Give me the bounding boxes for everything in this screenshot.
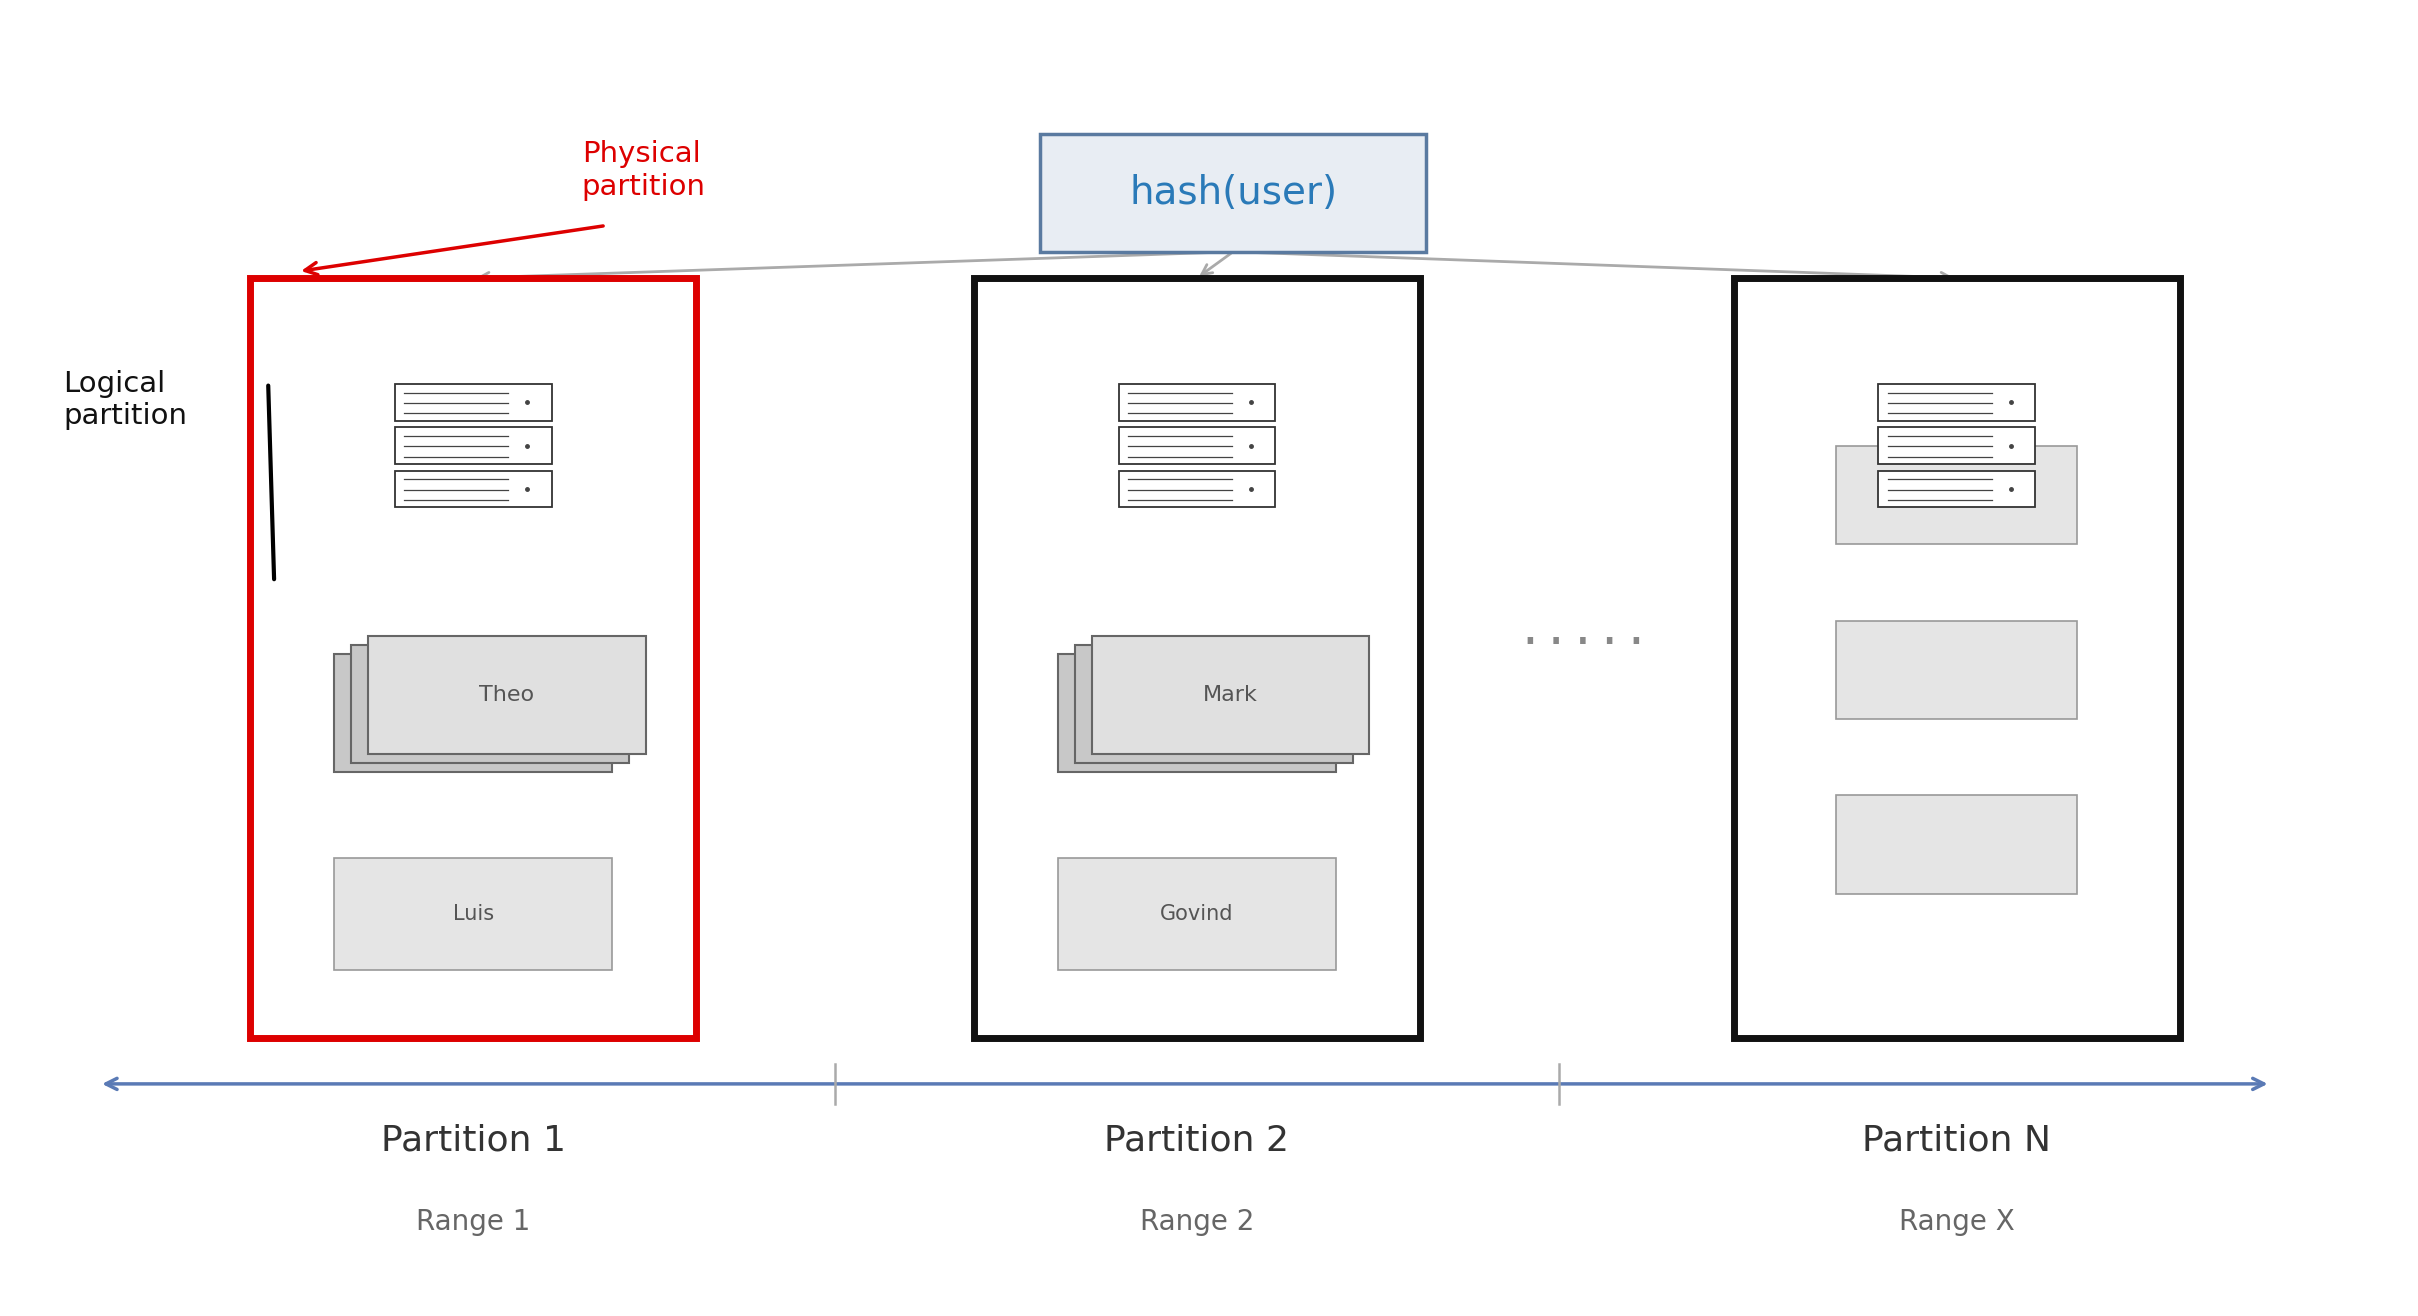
Bar xyxy=(1059,858,1335,970)
Bar xyxy=(1734,278,2181,1038)
Bar xyxy=(394,384,551,421)
Bar xyxy=(1093,636,1369,754)
Bar xyxy=(249,278,696,1038)
Bar xyxy=(334,654,612,772)
Bar xyxy=(1059,654,1335,772)
Text: Luis: Luis xyxy=(452,904,493,924)
Bar xyxy=(1879,428,2036,465)
Bar xyxy=(1076,645,1352,763)
Text: Mark: Mark xyxy=(1204,684,1257,704)
Text: Range 1: Range 1 xyxy=(416,1208,530,1237)
Bar xyxy=(1879,471,2036,507)
Bar xyxy=(1835,621,2077,719)
Text: Partition N: Partition N xyxy=(1862,1124,2050,1157)
Bar xyxy=(1120,471,1274,507)
Bar xyxy=(351,645,629,763)
Bar xyxy=(1120,384,1274,421)
Text: Theo: Theo xyxy=(479,684,534,704)
Text: Range 2: Range 2 xyxy=(1139,1208,1255,1237)
Text: Partition 1: Partition 1 xyxy=(380,1124,566,1157)
Bar xyxy=(1120,428,1274,465)
Bar xyxy=(1835,446,2077,544)
Bar xyxy=(368,636,646,754)
Text: hash(user): hash(user) xyxy=(1129,174,1337,212)
Bar xyxy=(1835,795,2077,894)
Bar xyxy=(1040,134,1427,251)
Bar xyxy=(394,428,551,465)
Text: Range X: Range X xyxy=(1898,1208,2014,1237)
Text: Partition 2: Partition 2 xyxy=(1105,1124,1289,1157)
Bar xyxy=(1879,384,2036,421)
Text: Logical
partition: Logical partition xyxy=(63,370,186,430)
Text: Physical
partition: Physical partition xyxy=(583,141,706,201)
Bar xyxy=(974,278,1419,1038)
Text: Govind: Govind xyxy=(1161,904,1233,924)
Bar xyxy=(394,471,551,507)
Text: .....: ..... xyxy=(1516,611,1649,653)
Bar xyxy=(334,858,612,970)
